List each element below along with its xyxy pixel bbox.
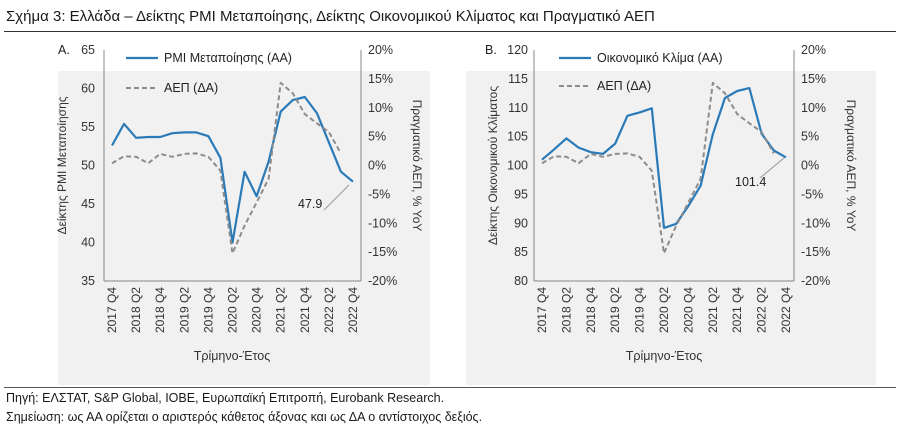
panel-a-right-tick-label: -15% [368,245,397,259]
panel-a-annotation-label: 47.9 [298,197,322,211]
panel-b-x-axis-title: Τρίμηνο-Έτος [626,349,703,363]
panel-a-x-tick-label: 2017 Q4 [105,287,119,333]
panel-b-x-tick-label: 2020 Q2 [657,287,671,333]
panel-b-right-tick-label: -15% [801,245,830,259]
panel-b-left-tick-label: 115 [508,72,528,86]
panel-b-left-tick-label: 120 [507,43,528,57]
panel-a-annotation-leader [323,184,350,211]
panel-a-right-tick-label: 0% [368,159,386,173]
panel-b-left-tick-label: 95 [514,187,528,201]
panel-b-left-tick-label: 80 [514,274,528,288]
panel-a-left-tick-label: 45 [81,197,95,211]
panel-a-right-axis-title: Πραγματικό ΑΕΠ, % YoY [410,100,424,232]
panel-a-x-tick-label: 2021 Q4 [298,287,312,333]
panel-a-right-tick-label: 5% [368,130,386,144]
notes-rule [4,387,896,388]
panel-a-right-tick-label: -5% [368,187,390,201]
panel-b-annotation-label: 101.4 [735,175,766,189]
panel-a-legend-label: ΑΕΠ (ΔΑ) [164,81,218,95]
panel-a-left-tick-label: 65 [81,43,95,57]
panel-b-right-tick-label: -10% [801,216,830,230]
panel-b-right-tick-label: 15% [801,72,826,86]
panel-a-right-tick-label: 20% [368,43,393,57]
panel-a-x-tick-label: 2018 Q4 [153,287,167,333]
panel-a-x-tick-label: 2020 Q2 [226,287,240,333]
panel-a-x-tick-label: 2019 Q4 [201,287,215,333]
panel-b-x-tick-label: 2019 Q2 [608,287,622,333]
panel-b-x-tick-label: 2020 Q4 [681,287,695,333]
panel-a-left-tick-label: 35 [81,274,95,288]
panel-a-right-tick-label: 15% [368,72,393,86]
panel-b-left-tick-label: 100 [507,159,528,173]
panel-a-left-tick-label: 50 [81,159,95,173]
panel-b-right-tick-label: -20% [801,274,830,288]
remark-note: Σημείωση: ως ΑΑ ορίζεται ο αριστερός κάθ… [6,410,483,424]
panel-b-left-tick-label: 85 [514,245,528,259]
panel-b-x-tick-label: 2021 Q4 [730,287,744,333]
panel-b-right-tick-label: 20% [801,43,826,57]
panel-a-left-axis-title: Δείκτης PMI Μεταποίησης [55,96,69,234]
panel-b-x-tick-label: 2017 Q4 [535,287,549,333]
panel-a-x-axis-title: Τρίμηνο-Έτος [194,349,271,363]
panel-b-right-tick-label: 10% [801,101,826,115]
panel-b-x-tick-label: 2021 Q2 [706,287,720,333]
panel-a-x-tick-label: 2018 Q2 [129,287,143,333]
panel-b-x-tick-label: 2022 Q2 [755,287,769,333]
panel-b-left-tick-label: 90 [514,216,528,230]
panel-b-gdp-series-line [541,81,775,255]
panel-b-left-tick-label: 105 [507,130,528,144]
panel-b-right-tick-label: 5% [801,130,819,144]
panel-b-right-tick-label: -5% [801,187,823,201]
panel-a-right-tick-label: 10% [368,101,393,115]
panel-b-x-tick-label: 2022 Q4 [779,287,793,333]
panel-b-left-tick-label: 110 [508,101,528,115]
panel-a-x-tick-label: 2022 Q4 [346,287,360,333]
panel-a-primary-series-line [111,95,354,244]
panel-a-x-tick-label: 2019 Q2 [177,287,191,333]
panel-a-x-tick-label: 2021 Q2 [274,287,288,333]
source-note: Πηγή: ΕΛΣΤΑΤ, S&P Global, IOBE, Ευρωπαϊκ… [6,391,445,405]
panel-b-annotation-leader [759,157,785,179]
panel-a-x-tick-label: 2022 Q2 [322,287,336,333]
panel-a-left-tick-label: 60 [81,82,95,96]
panel-b-x-tick-label: 2018 Q4 [584,287,598,333]
panel-a-gdp-series-line [111,81,342,255]
panel-a-right-tick-label: -20% [368,274,397,288]
panel-a-right-tick-label: -10% [368,216,397,230]
panel-a-x-tick-label: 2020 Q4 [250,287,264,333]
panel-a-left-tick-label: 40 [81,236,95,250]
title-rule [4,31,896,32]
figure-title: Σχήμα 3: Ελλάδα – Δείκτης PMI Μεταποίηση… [6,8,655,25]
panel-b-legend-label: Οικονομικό Κλίμα (ΑΑ) [597,51,723,65]
panel-b-left-axis-title: Δείκτης Οικονομικού Κλίματος [486,86,500,246]
panel-a-left-tick-label: 55 [81,120,95,134]
panel-a-label: A. [58,43,70,57]
panel-a-legend-label: PMI Μεταποίησης (ΑΑ) [164,51,292,65]
panel-b-right-axis-title: Πραγματικό ΑΕΠ, % YoY [844,100,858,232]
panel-b-legend-label: ΑΕΠ (ΔΑ) [597,79,651,93]
panel-b-label: B. [485,43,497,57]
panel-b-primary-series-line [541,86,787,229]
panel-b-x-tick-label: 2018 Q2 [559,287,573,333]
panel-b-x-tick-label: 2019 Q4 [633,287,647,333]
panel-b-right-tick-label: 0% [801,159,819,173]
